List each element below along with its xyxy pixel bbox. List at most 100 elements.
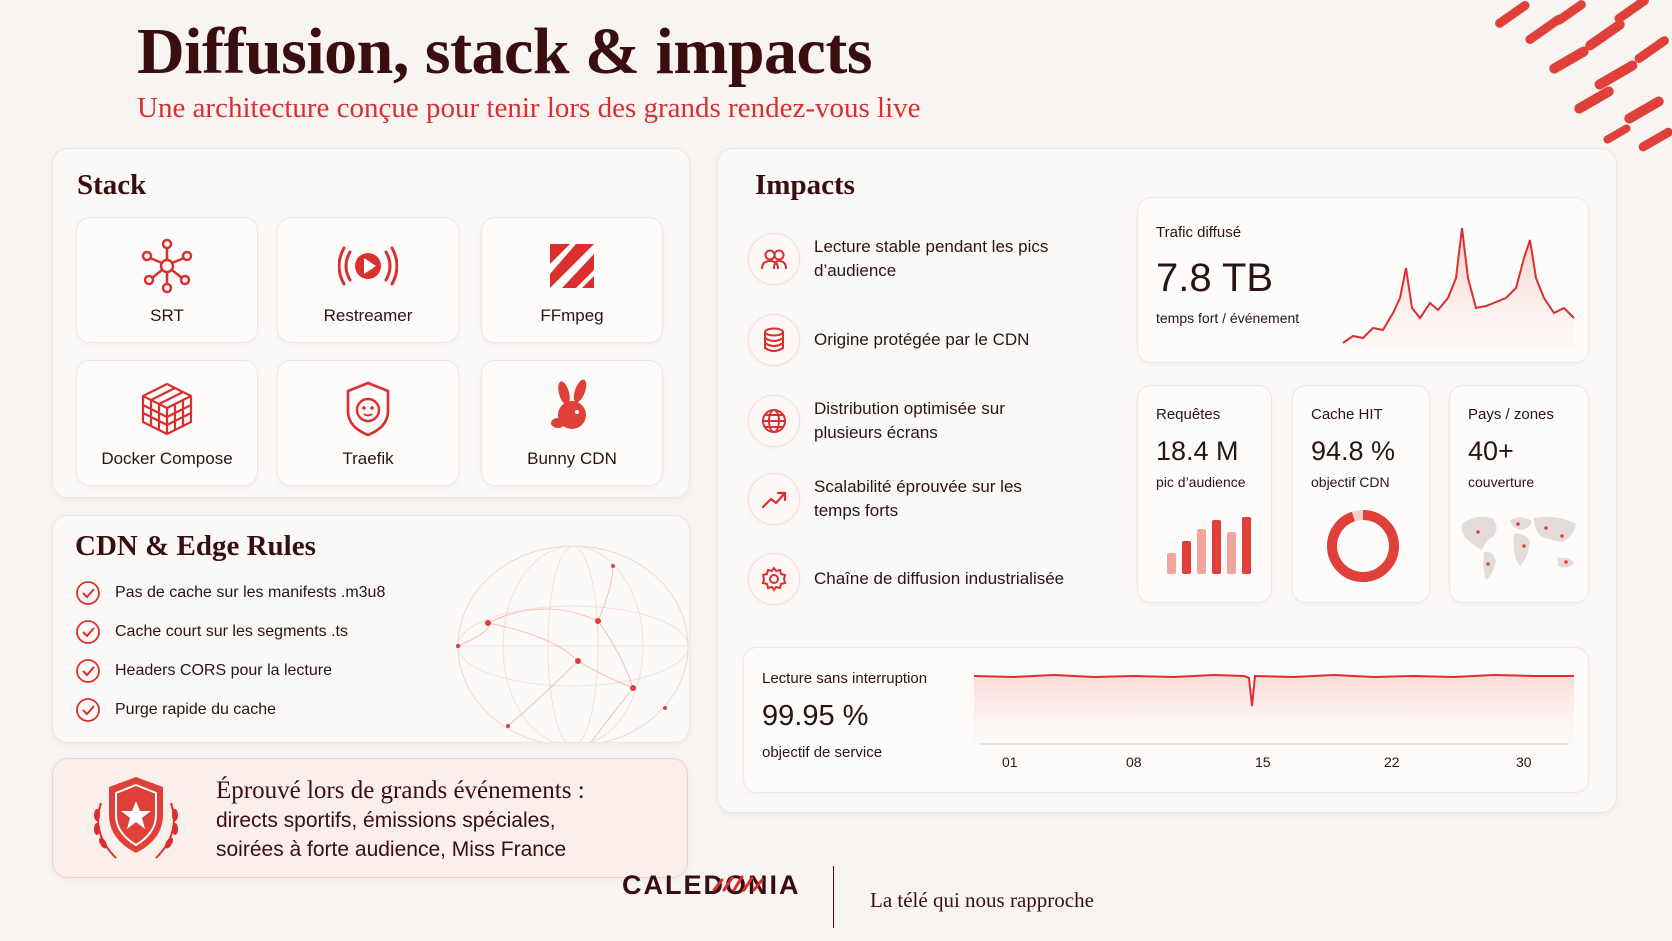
rule-text: Pas de cache sur les manifests .m3u8 <box>115 584 386 601</box>
rule-item: Headers CORS pour la lecture <box>75 656 332 686</box>
stat-subtitle: couverture <box>1468 474 1535 490</box>
request-bar <box>1212 520 1221 574</box>
proven-events-card: Éprouvé lors de grands événements : dire… <box>52 758 688 878</box>
tile-label: Docker Compose <box>101 449 233 468</box>
tile-label: FFmpeg <box>540 306 604 325</box>
x-tick-label: 15 <box>1255 754 1271 770</box>
gear-icon <box>761 566 787 592</box>
stat-value: 99.95 % <box>762 700 869 732</box>
uptime-line-chart <box>974 673 1574 745</box>
request-bar <box>1242 517 1251 574</box>
stat-subtitle: pic d’audience <box>1156 474 1246 490</box>
request-bar <box>1197 529 1206 574</box>
impact-item: Lecture stable pendant les pics d’audien… <box>748 231 1064 287</box>
tile-bunny-cdn: Bunny CDN <box>481 360 663 486</box>
page-title: Diffusion, stack & impacts <box>137 15 873 88</box>
donut-arc <box>1327 510 1399 582</box>
network-nodes-icon <box>141 238 193 294</box>
tile-label: SRT <box>150 306 184 325</box>
cache-donut-chart <box>1327 510 1399 582</box>
proven-line: directs sportifs, émissions spéciales, <box>216 809 556 832</box>
rule-text: Headers CORS pour la lecture <box>115 662 332 679</box>
impact-text: Distribution optimisée sur plusieurs écr… <box>814 399 1005 442</box>
decorative-pattern-icon <box>1495 0 1672 152</box>
impact-item: Origine protégée par le CDN <box>748 312 1064 368</box>
stat-value: 7.8 TB <box>1156 256 1274 300</box>
impact-text: Origine protégée par le CDN <box>814 330 1030 349</box>
brand-logo: CALEDONIA <box>622 870 801 900</box>
ffmpeg-logo-icon <box>550 244 594 288</box>
stat-value: 94.8 % <box>1311 436 1396 466</box>
tile-label: Traefik <box>342 449 394 468</box>
x-tick-label: 01 <box>1002 754 1018 770</box>
rule-item: Purge rapide du cache <box>75 695 276 725</box>
traefik-logo-icon <box>346 381 390 437</box>
request-bar <box>1227 532 1236 574</box>
database-icon <box>764 327 784 352</box>
world-map-icon <box>1461 516 1576 580</box>
tile-label: Restreamer <box>323 306 413 325</box>
cdn-heading: CDN & Edge Rules <box>75 530 316 562</box>
bunny-logo-icon <box>551 379 587 429</box>
footer-tagline: La télé qui nous rapproche <box>870 888 1094 912</box>
page-subtitle: Une architecture conçue pour tenir lors … <box>137 92 921 124</box>
x-tick-label: 08 <box>1126 754 1142 770</box>
stat-value: 18.4 M <box>1156 436 1239 466</box>
proven-title: Éprouvé lors de grands événements : <box>216 777 585 804</box>
x-tick-label: 22 <box>1384 754 1400 770</box>
impact-text: Lecture stable pendant les pics d’audien… <box>814 237 1049 280</box>
stack-heading: Stack <box>77 169 147 201</box>
shield-star-icon <box>94 777 178 859</box>
cdn-rules-card: CDN & Edge Rules Pas de cache sur les ma… <box>52 515 690 743</box>
tile-ffmpeg: FFmpeg <box>481 217 663 343</box>
stat-label: Lecture sans interruption <box>762 670 928 687</box>
impact-item: Chaîne de diffusion industrialisée <box>748 551 1114 607</box>
rule-item: Pas de cache sur les manifests .m3u8 <box>75 578 385 608</box>
stat-label: Cache HIT <box>1311 406 1383 423</box>
check-circle-icon <box>76 620 100 644</box>
geo-stat-card: Pays / zones 40+ couverture <box>1449 385 1589 603</box>
rule-text: Purge rapide du cache <box>115 701 276 718</box>
traffic-stat-card: Trafic diffusé 7.8 TB temps fort / événe… <box>1137 197 1589 363</box>
cube-icon <box>141 382 193 436</box>
impact-item: Distribution optimisée sur plusieurs écr… <box>748 393 1064 449</box>
requests-bar-chart <box>1167 517 1251 574</box>
tile-docker-compose: Docker Compose <box>76 360 258 486</box>
check-circle-icon <box>76 659 100 683</box>
tile-srt: SRT <box>76 217 258 343</box>
impact-item: Scalabilité éprouvée sur les temps forts <box>748 471 1064 527</box>
uptime-stat-card: Lecture sans interruption 99.95 % object… <box>743 647 1589 793</box>
rule-text: Cache court sur les segments .ts <box>115 623 348 640</box>
stat-label: Trafic diffusé <box>1156 224 1242 241</box>
x-tick-label: 30 <box>1516 754 1532 770</box>
play-broadcast-icon <box>338 246 398 286</box>
cache-hit-stat-card: Cache HIT 94.8 % objectif CDN <box>1292 385 1430 603</box>
users-icon <box>761 249 787 270</box>
stat-label: Requêtes <box>1156 406 1221 423</box>
check-circle-icon <box>76 698 100 722</box>
request-bar <box>1167 553 1176 574</box>
globe-network-icon <box>455 545 689 742</box>
trend-up-icon <box>761 491 787 509</box>
impact-text: Chaîne de diffusion industrialisée <box>814 569 1065 588</box>
tile-restreamer: Restreamer <box>277 217 459 343</box>
rule-item: Cache court sur les segments .ts <box>75 617 348 647</box>
stack-card: Stack SRT Restreamer <box>52 148 690 498</box>
check-circle-icon <box>76 581 100 605</box>
stat-value: 40+ <box>1468 436 1514 466</box>
proven-line: soirées à forte audience, Miss France <box>216 838 567 861</box>
request-bar <box>1182 541 1191 574</box>
impacts-heading: Impacts <box>755 169 855 201</box>
stat-subtitle: objectif CDN <box>1311 474 1390 490</box>
footer-divider <box>833 866 834 928</box>
tile-label: Bunny CDN <box>527 449 617 468</box>
requests-stat-card: Requêtes 18.4 M pic d’audience <box>1137 385 1272 603</box>
tile-traefik: Traefik <box>277 360 459 486</box>
stat-subtitle: temps fort / événement <box>1156 310 1300 326</box>
stat-label: Pays / zones <box>1468 406 1554 423</box>
impact-text: Scalabilité éprouvée sur les temps forts <box>814 477 1022 520</box>
traffic-sparkline <box>1342 227 1575 348</box>
brand-mark-icon <box>712 875 764 892</box>
globe-icon <box>762 409 786 433</box>
stat-subtitle: objectif de service <box>762 744 883 761</box>
